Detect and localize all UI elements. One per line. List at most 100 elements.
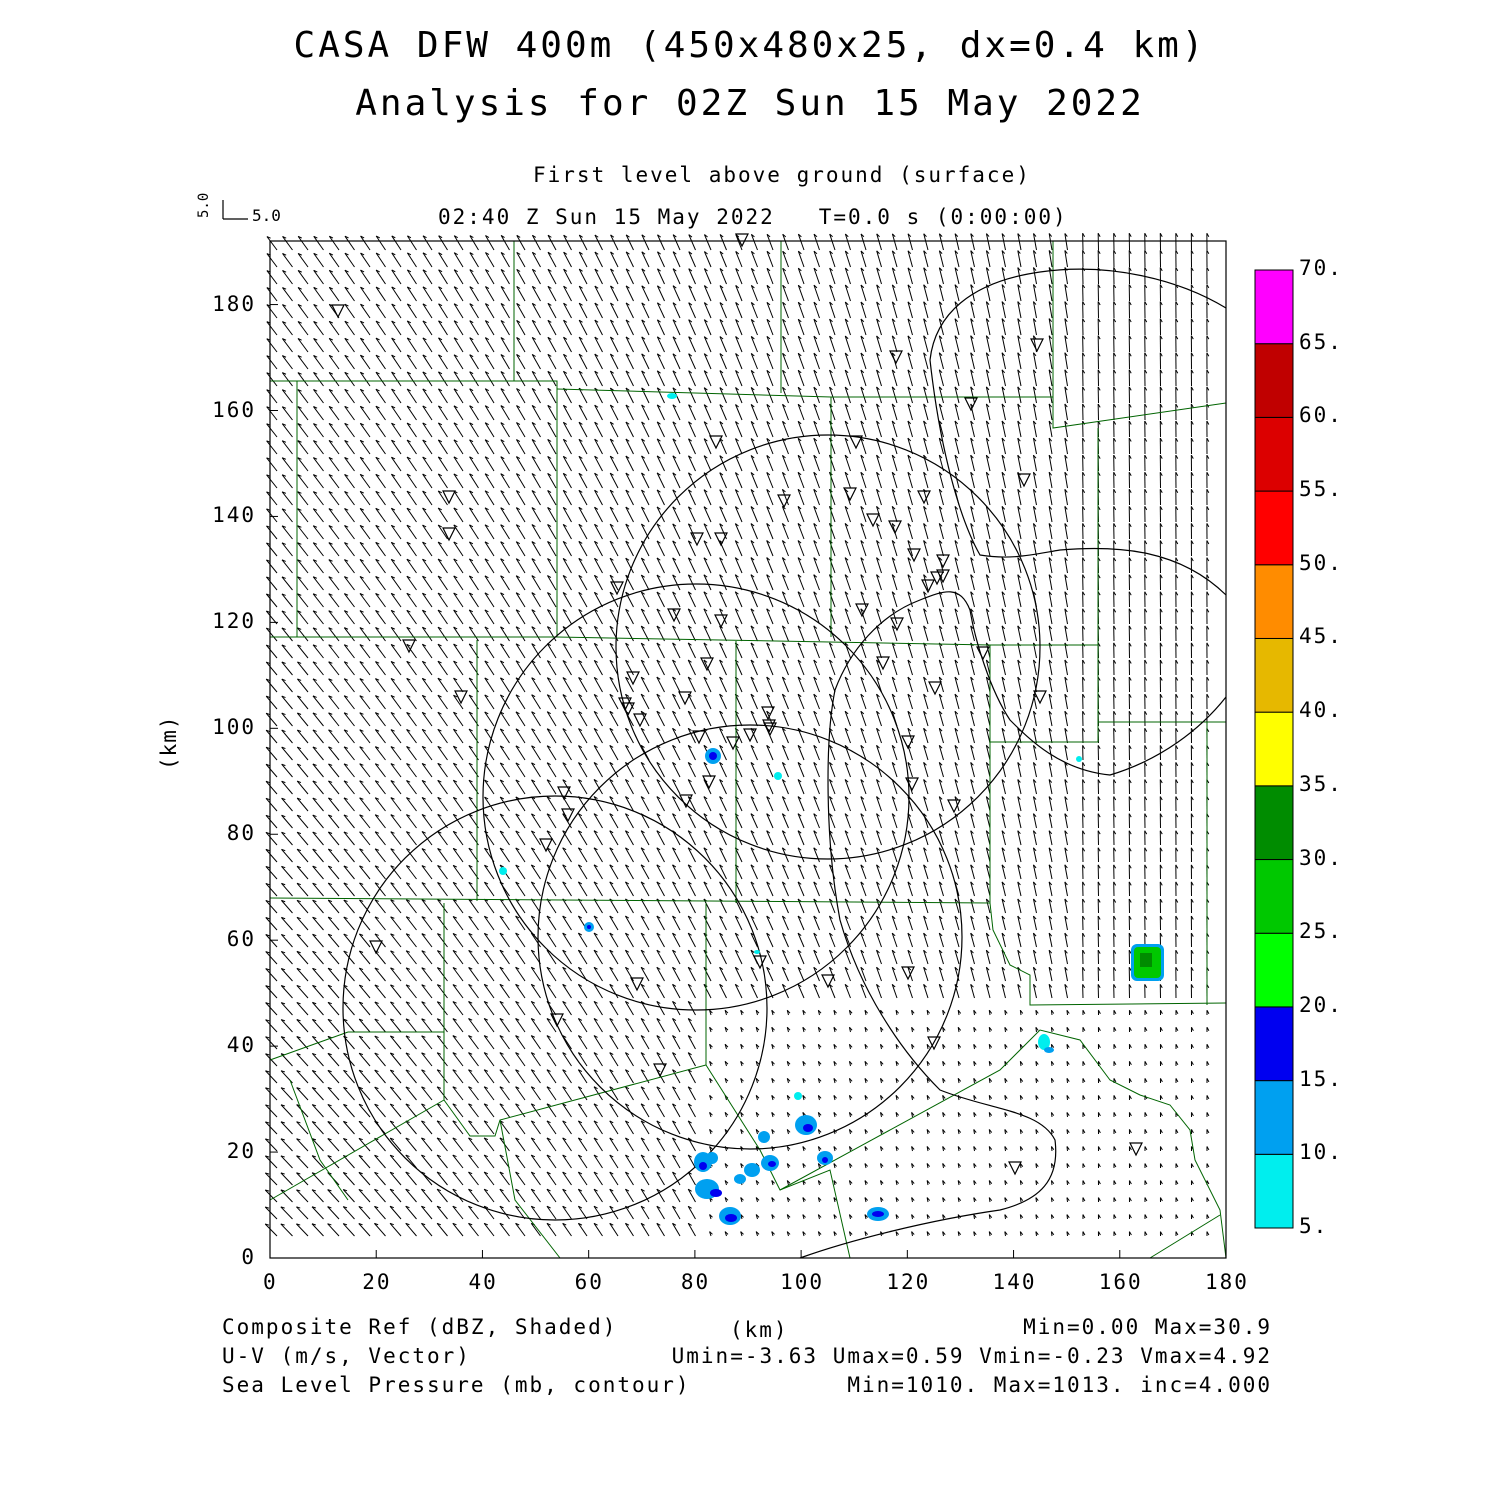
wind-vector	[876, 830, 882, 846]
wind-vector	[452, 1035, 464, 1050]
wind-vector	[876, 284, 882, 302]
wind-vector-head	[360, 320, 365, 324]
wind-vector-head	[390, 1035, 395, 1038]
wind-vector-head	[786, 1095, 791, 1099]
wind-vector-head	[343, 899, 348, 902]
wind-vector-head	[740, 1060, 744, 1065]
wind-vector	[672, 779, 681, 795]
wind-vector-head	[515, 1069, 520, 1072]
wind-vector	[735, 421, 743, 438]
wind-vector	[781, 762, 789, 778]
wind-vector	[703, 234, 712, 251]
wind-vector-head	[453, 830, 458, 834]
wind-vector-head	[656, 1188, 661, 1192]
wind-vector	[297, 440, 309, 455]
wind-vector	[343, 899, 355, 914]
wind-vector	[312, 729, 324, 744]
wind-vector-head	[327, 984, 332, 988]
wind-vector	[500, 422, 510, 438]
wind-vector-head	[687, 881, 692, 885]
wind-vector-head	[860, 403, 865, 408]
wind-vector-head	[328, 610, 333, 613]
wind-vector	[766, 353, 774, 370]
wind-vector-head	[437, 694, 442, 698]
wind-vector	[530, 1001, 541, 1016]
wind-vector	[437, 933, 448, 948]
wind-vector	[703, 932, 712, 948]
wind-vector-head	[343, 695, 349, 698]
wind-vector-head	[578, 1137, 583, 1141]
wind-vector-head	[547, 472, 552, 476]
wind-vector-head	[547, 336, 552, 340]
wind-vector-head	[500, 728, 505, 732]
wind-vector-head	[719, 744, 724, 749]
wind-vector	[641, 285, 650, 302]
wind-vector	[750, 319, 758, 336]
wind-vector-head	[452, 1001, 457, 1004]
wind-vector-head	[452, 1103, 457, 1106]
wind-vector	[594, 506, 603, 523]
wind-vector-head	[265, 968, 270, 971]
wind-vector	[672, 1069, 681, 1084]
wind-vector	[577, 881, 588, 897]
wind-vector-head	[407, 269, 412, 273]
wind-vector	[656, 455, 665, 472]
wind-vector-head	[609, 506, 614, 510]
wind-vector-head	[406, 558, 411, 562]
wind-vector-head	[672, 353, 677, 357]
wind-vector	[562, 1171, 572, 1186]
wind-vector-head	[891, 966, 896, 971]
wind-vector	[406, 405, 417, 421]
wind-vector-head	[798, 250, 802, 255]
wind-vector	[405, 1069, 417, 1084]
wind-vector-head	[405, 1103, 410, 1106]
wind-vector	[562, 388, 572, 404]
wind-vector-head	[849, 1026, 853, 1031]
wind-vector-head	[547, 234, 552, 238]
wind-vector-head	[547, 438, 552, 442]
wind-vector	[546, 643, 557, 659]
wind-vector	[327, 1018, 340, 1033]
wind-vector	[344, 508, 355, 523]
wind-vector-head	[844, 949, 849, 954]
wind-vector	[656, 302, 665, 319]
wind-vector-head	[312, 933, 317, 937]
wind-vector-head	[500, 643, 505, 647]
wind-vector-head	[297, 304, 302, 307]
wind-vector-head	[672, 1188, 677, 1192]
wind-vector	[499, 932, 510, 948]
wind-vector-head	[724, 1197, 729, 1201]
wind-vector-head	[436, 1086, 442, 1089]
wind-vector	[265, 866, 278, 880]
wind-vector-head	[740, 1129, 744, 1133]
wind-vector-head	[782, 932, 786, 936]
wind-vector-head	[280, 1070, 286, 1073]
wind-vector-head	[709, 1077, 713, 1082]
wind-vector-head	[703, 796, 708, 800]
wind-vector-head	[484, 575, 489, 579]
wind-vector	[421, 916, 433, 931]
wind-vector-head	[578, 779, 583, 783]
wind-vector-head	[437, 847, 442, 851]
wind-vector-head	[709, 1009, 713, 1014]
wind-vector	[265, 780, 278, 795]
wind-vector-head	[485, 286, 490, 290]
wind-vector	[672, 847, 681, 863]
wind-vector-head	[719, 983, 724, 988]
wind-vector-head	[797, 318, 802, 323]
wind-vector-head	[719, 881, 724, 885]
wind-vector-head	[860, 676, 865, 681]
wind-vector	[499, 984, 510, 999]
wind-vector	[453, 456, 464, 472]
wind-vector-head	[359, 780, 364, 783]
wind-vector-head	[609, 1086, 614, 1090]
wind-vector	[437, 882, 448, 897]
wind-vector-head	[864, 1043, 868, 1048]
wind-vector	[750, 932, 758, 948]
wind-vector	[766, 489, 774, 506]
wind-vector-head	[750, 489, 755, 493]
wind-vector	[530, 1188, 541, 1203]
wind-vector-head	[390, 1052, 395, 1055]
wind-vector	[374, 1086, 386, 1101]
wind-vector	[891, 813, 898, 829]
